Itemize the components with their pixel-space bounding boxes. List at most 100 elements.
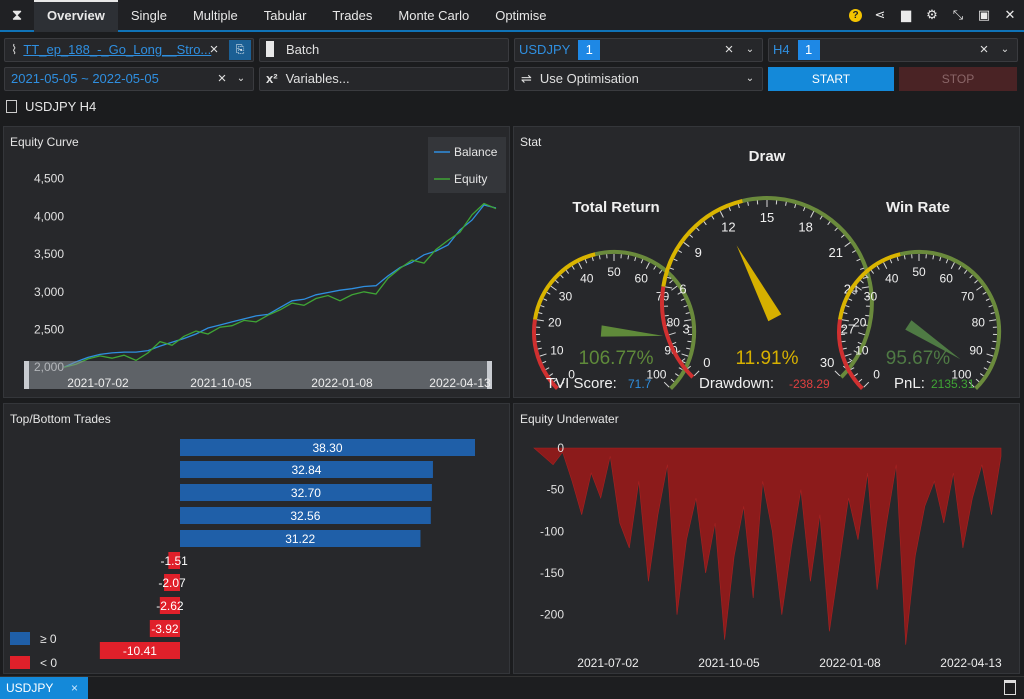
- batch-label: Batch: [286, 42, 320, 57]
- x-tick-label: 2021-10-05: [190, 376, 252, 390]
- win-rate-gauge-tick: [850, 367, 855, 371]
- batch-field[interactable]: Batch: [259, 38, 509, 62]
- underwater-area: [533, 447, 1002, 645]
- draw-gauge-tick: [862, 276, 867, 279]
- date-range-field[interactable]: 2021-05-05 ~ 2022-05-05 × ⌄: [4, 67, 254, 91]
- trade-bar-label: -10.41: [123, 644, 157, 658]
- trade-bar: [180, 439, 475, 456]
- chevron-down-icon[interactable]: ⌄: [745, 44, 755, 55]
- tab-tabular[interactable]: Tabular: [263, 8, 307, 23]
- help-icon[interactable]: ?: [849, 9, 862, 22]
- draw-gauge-tick-label: 18: [798, 219, 812, 234]
- chevron-down-icon[interactable]: ⌄: [236, 73, 246, 84]
- total-return-gauge-tick: [658, 270, 663, 274]
- draw-value: 11.91%: [735, 348, 798, 369]
- navigator-handle-left: [24, 361, 29, 389]
- clear-date-icon[interactable]: ×: [217, 70, 227, 87]
- x-tick-label: 2022-04-13: [429, 376, 491, 390]
- share-icon[interactable]: ⋖: [874, 7, 886, 22]
- x-tick-label: 2021-07-02: [577, 656, 639, 670]
- total-return-gauge-tick: [598, 255, 601, 260]
- total-return-gauge-tick: [542, 360, 547, 364]
- timeframe-select[interactable]: H4 1 × ⌄: [768, 38, 1018, 62]
- total-return-gauge-tick-label: 0: [568, 367, 575, 381]
- win-rate-gauge-tick: [988, 305, 993, 308]
- total-return-gauge-arc-segment: [532, 319, 559, 391]
- start-button[interactable]: START: [768, 67, 894, 91]
- close-icon[interactable]: ✕: [1004, 7, 1016, 22]
- instrument-tab[interactable]: USDJPY ×: [0, 677, 88, 699]
- win-rate-gauge-tick: [986, 353, 994, 357]
- total-return-gauge-tick-label: 50: [607, 265, 621, 279]
- win-rate-gauge-tick-label: 10: [855, 344, 869, 358]
- win-rate-gauge-tick: [950, 262, 955, 269]
- panel-title: Top/Bottom Trades: [10, 412, 111, 426]
- chevron-down-icon[interactable]: ⌄: [745, 73, 755, 84]
- x-tick-label: 2022-01-08: [311, 376, 373, 390]
- total-return-gauge-tick: [565, 270, 570, 274]
- y-tick-label: -100: [540, 524, 564, 538]
- tab-overview[interactable]: Overview: [34, 0, 118, 32]
- total-return-gauge-tick: [683, 305, 688, 308]
- strategy-file-field[interactable]: ⌇ TT_ep_188_-_Go_Long__Stro... × ⎘: [4, 38, 254, 62]
- stop-button[interactable]: STOP: [899, 67, 1017, 91]
- instrument-label: USDJPY H4: [25, 99, 97, 114]
- tab-optimise[interactable]: Optimise: [495, 8, 547, 23]
- draw-gauge-tick: [672, 341, 677, 345]
- win-rate-gauge-tick: [990, 312, 995, 315]
- tab-monte-carlo[interactable]: Monte Carlo: [398, 8, 470, 23]
- tab-multiple[interactable]: Multiple: [192, 8, 238, 23]
- batch-checkbox[interactable]: [266, 41, 274, 57]
- total-return-value: 106.77%: [578, 348, 653, 369]
- total-return-gauge-tick: [684, 319, 692, 322]
- clear-symbol-icon[interactable]: ×: [724, 41, 734, 58]
- range-navigator: [24, 361, 492, 389]
- trade-bar-label: 32.70: [291, 486, 321, 500]
- chevron-down-icon[interactable]: ⌄: [1000, 44, 1010, 55]
- total-return-gauge-tick: [553, 378, 558, 383]
- settings-icon[interactable]: ⚙: [926, 7, 938, 22]
- collapse-icon[interactable]: ⤡: [952, 7, 964, 22]
- folder-icon[interactable]: ▆: [901, 7, 911, 22]
- win-rate-gauge-tick: [991, 347, 996, 350]
- draw-gauge-tick: [851, 250, 856, 254]
- total-return-gauge-tick-label: 100: [646, 367, 666, 381]
- win-rate-value: 95.67%: [886, 348, 951, 369]
- total-return-gauge-tick: [558, 381, 565, 388]
- trade-bar-label: -3.92: [151, 622, 179, 636]
- y-tick-label: 4,000: [34, 209, 64, 223]
- trade-bar-label: 32.84: [291, 463, 321, 477]
- tab-single[interactable]: Single: [130, 8, 167, 23]
- legend-pos: ≥ 0: [10, 632, 57, 646]
- win-rate-gauge-tick: [847, 360, 852, 364]
- optimisation-select[interactable]: ⇌ Use Optimisation ⌄: [514, 67, 763, 91]
- draw-gauge-tick: [785, 201, 787, 206]
- x-tick-label: 2022-04-13: [940, 656, 1002, 670]
- draw-gauge-tick: [840, 234, 845, 238]
- win-rate-gauge-tick-label: 30: [864, 290, 878, 304]
- clear-timeframe-icon[interactable]: ×: [979, 41, 989, 58]
- trash-icon[interactable]: [1004, 680, 1016, 695]
- y-tick-label: -150: [540, 566, 564, 580]
- clear-strategy-icon[interactable]: ×: [209, 41, 219, 58]
- maximize-icon[interactable]: ▣: [977, 7, 991, 22]
- y-tick-label: 2,500: [34, 322, 64, 336]
- total-return-gauge-tick: [549, 373, 554, 377]
- close-icon[interactable]: ×: [70, 681, 78, 695]
- draw-gauge-tick: [669, 267, 675, 270]
- trade-bar-label: -1.51: [161, 554, 189, 568]
- win-rate-gauge-tick: [860, 280, 864, 284]
- open-file-icon[interactable]: ⎘: [229, 40, 251, 60]
- legend-label-equity: Equity: [454, 172, 487, 186]
- symbol-select[interactable]: USDJPY 1 × ⌄: [514, 38, 763, 62]
- status-bar: USDJPY ×: [0, 676, 1024, 699]
- win-rate-gauge-tick: [979, 373, 984, 377]
- draw-gauge-tick-label: 6: [679, 282, 686, 297]
- tab-trades[interactable]: Trades: [332, 8, 373, 23]
- trade-bar-label: 31.22: [285, 532, 315, 546]
- win-rate-gauge-tick: [848, 298, 853, 301]
- draw-gauge-tick: [665, 286, 673, 289]
- win-rate-gauge-tick: [842, 347, 847, 350]
- variables-button[interactable]: x² Variables...: [259, 67, 509, 91]
- total-return-gauge-tick: [669, 280, 673, 284]
